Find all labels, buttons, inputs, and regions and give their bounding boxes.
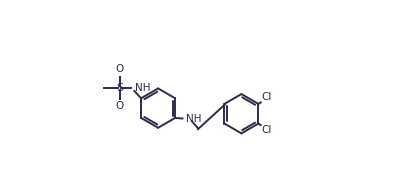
Text: NH: NH xyxy=(186,114,201,124)
Text: Cl: Cl xyxy=(261,125,272,135)
Text: NH: NH xyxy=(135,83,150,93)
Text: Cl: Cl xyxy=(261,92,272,102)
Text: S: S xyxy=(116,83,123,93)
Text: O: O xyxy=(116,64,124,74)
Text: O: O xyxy=(116,101,124,112)
